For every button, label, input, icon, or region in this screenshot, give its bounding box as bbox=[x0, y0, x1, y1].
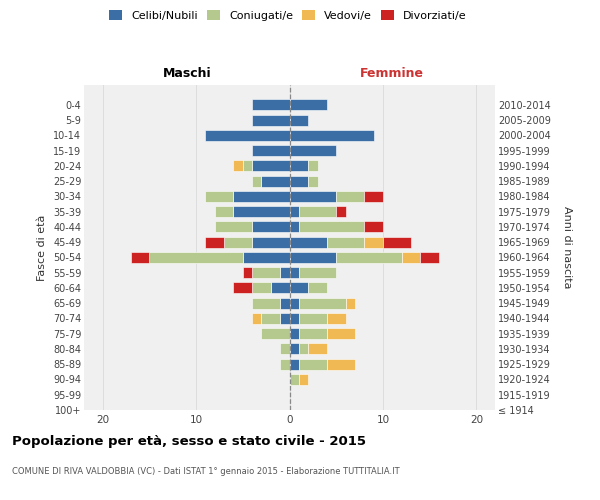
Bar bbox=[346, 298, 355, 308]
Bar bbox=[271, 282, 290, 294]
Bar bbox=[336, 252, 401, 263]
Bar bbox=[290, 130, 374, 141]
Bar bbox=[262, 176, 290, 186]
Bar bbox=[308, 176, 317, 186]
Bar bbox=[299, 206, 336, 217]
Bar bbox=[252, 282, 271, 294]
Bar bbox=[280, 344, 290, 354]
Bar bbox=[299, 328, 327, 339]
Bar bbox=[327, 358, 355, 370]
Bar bbox=[290, 114, 308, 126]
Bar bbox=[252, 114, 290, 126]
Bar bbox=[252, 236, 290, 248]
Bar bbox=[215, 222, 252, 232]
Bar bbox=[215, 206, 233, 217]
Bar bbox=[243, 267, 252, 278]
Bar bbox=[290, 374, 299, 385]
Text: COMUNE DI RIVA VALDOBBIA (VC) - Dati ISTAT 1° gennaio 2015 - Elaborazione TUTTIT: COMUNE DI RIVA VALDOBBIA (VC) - Dati IST… bbox=[12, 468, 400, 476]
Bar bbox=[252, 100, 290, 110]
Bar bbox=[290, 206, 299, 217]
Bar bbox=[290, 191, 336, 202]
Bar bbox=[290, 267, 299, 278]
Bar bbox=[224, 236, 252, 248]
Bar bbox=[233, 191, 290, 202]
Bar bbox=[290, 145, 336, 156]
Text: Maschi: Maschi bbox=[163, 67, 211, 80]
Bar bbox=[299, 344, 308, 354]
Bar bbox=[420, 252, 439, 263]
Bar bbox=[364, 222, 383, 232]
Bar bbox=[252, 176, 262, 186]
Bar bbox=[149, 252, 243, 263]
Bar bbox=[252, 298, 280, 308]
Bar bbox=[299, 313, 327, 324]
Bar bbox=[233, 282, 252, 294]
Bar bbox=[336, 191, 364, 202]
Bar bbox=[233, 206, 290, 217]
Bar bbox=[290, 222, 299, 232]
Bar bbox=[252, 222, 290, 232]
Bar bbox=[205, 130, 290, 141]
Bar bbox=[299, 374, 308, 385]
Bar bbox=[280, 267, 290, 278]
Bar bbox=[252, 313, 262, 324]
Bar bbox=[262, 328, 290, 339]
Bar bbox=[290, 328, 299, 339]
Bar bbox=[299, 222, 364, 232]
Bar bbox=[401, 252, 420, 263]
Bar bbox=[327, 313, 346, 324]
Bar bbox=[290, 298, 299, 308]
Bar bbox=[290, 344, 299, 354]
Bar bbox=[243, 252, 290, 263]
Bar bbox=[336, 206, 346, 217]
Bar bbox=[205, 236, 224, 248]
Bar bbox=[308, 282, 327, 294]
Bar bbox=[290, 236, 327, 248]
Bar bbox=[327, 236, 364, 248]
Bar bbox=[308, 160, 317, 172]
Bar bbox=[327, 328, 355, 339]
Bar bbox=[290, 358, 299, 370]
Bar bbox=[290, 160, 308, 172]
Bar bbox=[280, 358, 290, 370]
Bar bbox=[290, 100, 327, 110]
Bar bbox=[290, 282, 308, 294]
Bar bbox=[233, 160, 243, 172]
Bar bbox=[280, 313, 290, 324]
Bar bbox=[290, 176, 308, 186]
Bar bbox=[252, 267, 280, 278]
Bar bbox=[205, 191, 233, 202]
Bar bbox=[252, 145, 290, 156]
Bar bbox=[383, 236, 411, 248]
Legend: Celibi/Nubili, Coniugati/e, Vedovi/e, Divorziati/e: Celibi/Nubili, Coniugati/e, Vedovi/e, Di… bbox=[107, 8, 469, 24]
Bar bbox=[364, 191, 383, 202]
Bar bbox=[299, 358, 327, 370]
Bar bbox=[308, 344, 327, 354]
Bar bbox=[243, 160, 252, 172]
Bar bbox=[252, 160, 290, 172]
Text: Popolazione per età, sesso e stato civile - 2015: Popolazione per età, sesso e stato civil… bbox=[12, 435, 366, 448]
Bar bbox=[280, 298, 290, 308]
Bar bbox=[290, 313, 299, 324]
Text: Femmine: Femmine bbox=[360, 67, 424, 80]
Bar bbox=[299, 298, 346, 308]
Bar bbox=[131, 252, 149, 263]
Bar bbox=[299, 267, 336, 278]
Bar bbox=[262, 313, 280, 324]
Bar bbox=[290, 252, 336, 263]
Bar bbox=[364, 236, 383, 248]
Y-axis label: Anni di nascita: Anni di nascita bbox=[562, 206, 572, 288]
Y-axis label: Fasce di età: Fasce di età bbox=[37, 214, 47, 280]
